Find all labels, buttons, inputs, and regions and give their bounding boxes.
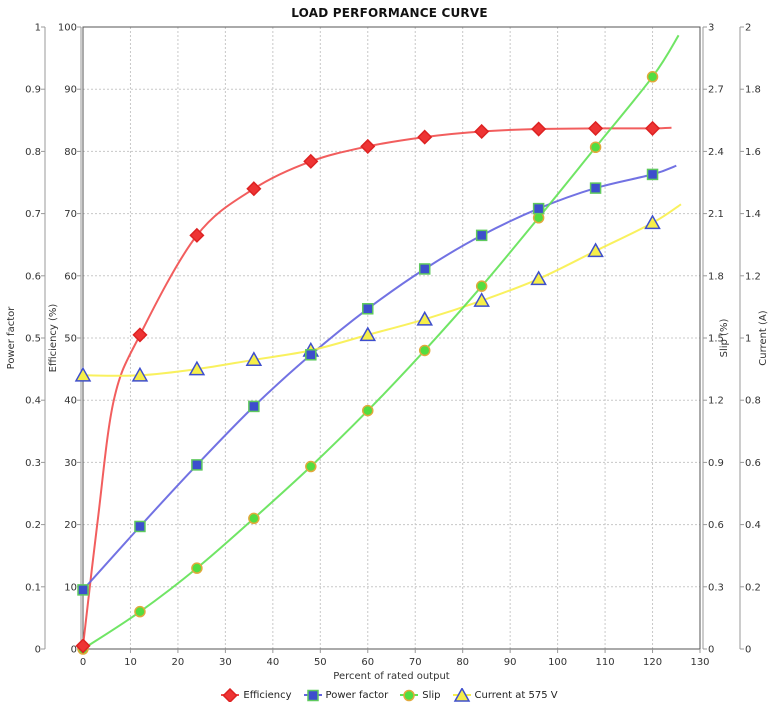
svg-text:0.8: 0.8 xyxy=(25,147,41,158)
svg-text:20: 20 xyxy=(172,657,185,668)
svg-text:1.4: 1.4 xyxy=(745,209,761,220)
plot-border xyxy=(82,26,701,650)
svg-text:70: 70 xyxy=(409,657,422,668)
chart-legend: Efficiency Power factor Slip Current at … xyxy=(0,688,779,702)
power-factor-square-legend-icon xyxy=(303,688,322,702)
svg-text:10: 10 xyxy=(64,582,77,593)
efficiency-diamond-legend-icon xyxy=(221,688,240,702)
svg-text:0.2: 0.2 xyxy=(745,582,761,593)
legend-label-slip: Slip xyxy=(422,689,441,701)
svg-text:1.6: 1.6 xyxy=(745,147,761,158)
svg-text:0: 0 xyxy=(71,645,77,656)
svg-text:110: 110 xyxy=(596,657,615,668)
svg-text:1.2: 1.2 xyxy=(745,271,761,282)
svg-text:1: 1 xyxy=(35,23,41,34)
svg-text:0: 0 xyxy=(80,657,86,668)
svg-text:0.4: 0.4 xyxy=(25,396,41,407)
svg-text:0: 0 xyxy=(35,645,41,656)
legend-item-slip: Slip xyxy=(400,688,441,702)
svg-text:2.7: 2.7 xyxy=(708,85,724,96)
svg-text:0.4: 0.4 xyxy=(745,520,761,531)
svg-text:1.5: 1.5 xyxy=(708,334,724,345)
svg-text:0.3: 0.3 xyxy=(708,582,724,593)
svg-text:3: 3 xyxy=(708,23,714,34)
efficiency-markers xyxy=(75,120,661,654)
current-axis-tick-labels: 0 0.2 0.4 0.6 0.8 1 1.2 1.4 1.6 1.8 2 xyxy=(745,23,761,656)
legend-item-current: Current at 575 V xyxy=(452,688,558,702)
svg-text:60: 60 xyxy=(64,271,77,282)
svg-text:80: 80 xyxy=(456,657,469,668)
svg-text:80: 80 xyxy=(64,147,77,158)
legend-item-efficiency: Efficiency xyxy=(221,688,292,702)
svg-text:2.1: 2.1 xyxy=(708,209,724,220)
efficiency-axis-tick-labels: 0 10 20 30 40 50 60 70 80 90 100 xyxy=(58,23,77,656)
power_factor-axis-tick-labels: 0 0.1 0.2 0.3 0.4 0.5 0.6 0.7 0.8 0.9 1 xyxy=(25,23,41,656)
svg-text:70: 70 xyxy=(64,209,77,220)
chart-title: LOAD PERFORMANCE CURVE xyxy=(291,6,488,20)
current-at-575-v-line xyxy=(82,203,682,377)
svg-text:0.8: 0.8 xyxy=(745,396,761,407)
svg-text:90: 90 xyxy=(504,657,517,668)
legend-label-efficiency: Efficiency xyxy=(243,689,292,701)
svg-text:100: 100 xyxy=(548,657,567,668)
x-axis-ticks xyxy=(82,649,701,653)
svg-text:0.1: 0.1 xyxy=(25,582,41,593)
current-triangle-legend-icon xyxy=(452,688,471,702)
svg-text:30: 30 xyxy=(219,657,232,668)
svg-text:30: 30 xyxy=(64,458,77,469)
efficiency-axis-title: Efficiency (%) xyxy=(48,304,59,373)
svg-text:0.6: 0.6 xyxy=(745,458,761,469)
efficiency-axis-ticks xyxy=(77,26,81,650)
svg-text:130: 130 xyxy=(690,657,709,668)
svg-text:40: 40 xyxy=(64,396,77,407)
svg-text:0.2: 0.2 xyxy=(25,520,41,531)
slip-axis-title: Slip (%) xyxy=(719,319,730,358)
efficiency-line xyxy=(82,126,672,647)
legend-label-current: Current at 575 V xyxy=(474,689,558,701)
current-axis-ticks xyxy=(740,26,744,650)
svg-text:2: 2 xyxy=(745,23,751,34)
svg-text:50: 50 xyxy=(64,334,77,345)
svg-text:0.5: 0.5 xyxy=(25,334,41,345)
slip-axis-ticks xyxy=(703,26,707,650)
slip-axis-tick-labels: 0 0.3 0.6 0.9 1.2 1.5 1.8 2.1 2.4 2.7 3 xyxy=(708,23,724,656)
svg-text:2.4: 2.4 xyxy=(708,147,724,158)
svg-text:90: 90 xyxy=(64,85,77,96)
gridlines xyxy=(83,27,700,649)
svg-text:0: 0 xyxy=(745,645,751,656)
svg-text:50: 50 xyxy=(314,657,327,668)
legend-label-power-factor: Power factor xyxy=(325,689,389,701)
x-axis-title: Percent of rated output xyxy=(333,671,450,682)
x-axis-tick-labels: 0 10 20 30 40 50 60 70 80 90 100 110 120 130 xyxy=(80,657,710,668)
current-axis-title: Current (A) xyxy=(758,310,769,365)
svg-text:0.9: 0.9 xyxy=(25,85,41,96)
power_factor-axis-ticks xyxy=(41,26,45,650)
svg-text:1.8: 1.8 xyxy=(708,271,724,282)
slip-circle-legend-icon xyxy=(400,688,419,702)
svg-text:0.3: 0.3 xyxy=(25,458,41,469)
svg-text:0: 0 xyxy=(708,645,714,656)
svg-text:1: 1 xyxy=(745,334,751,345)
svg-text:0.9: 0.9 xyxy=(708,458,724,469)
svg-text:1.8: 1.8 xyxy=(745,85,761,96)
power-factor-line xyxy=(82,164,677,591)
legend-item-power-factor: Power factor xyxy=(303,688,389,702)
svg-text:10: 10 xyxy=(124,657,137,668)
svg-text:100: 100 xyxy=(58,23,77,34)
svg-text:40: 40 xyxy=(266,657,279,668)
svg-text:0.6: 0.6 xyxy=(25,271,41,282)
svg-text:0.7: 0.7 xyxy=(25,209,41,220)
svg-text:0.6: 0.6 xyxy=(708,520,724,531)
svg-text:1.2: 1.2 xyxy=(708,396,724,407)
svg-text:60: 60 xyxy=(361,657,374,668)
svg-text:120: 120 xyxy=(643,657,662,668)
svg-text:20: 20 xyxy=(64,520,77,531)
power-factor-markers xyxy=(77,168,659,596)
power_factor-axis-title: Power factor xyxy=(6,306,17,370)
